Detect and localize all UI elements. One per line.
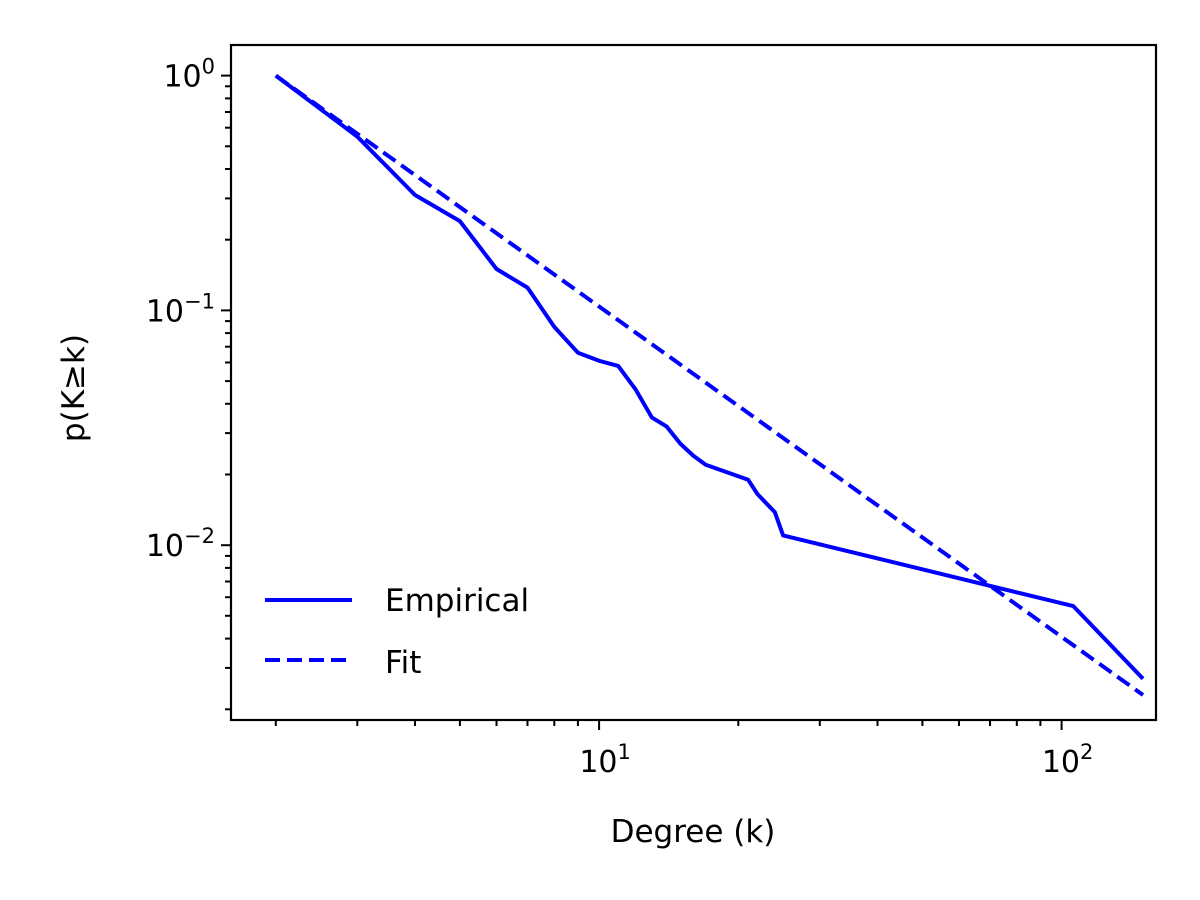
series-layer — [274, 73, 1145, 697]
y-tick-label: 10−1 — [146, 289, 215, 329]
y-tick-label: 100 — [163, 55, 215, 95]
x-axis-label: Degree (k) — [611, 814, 776, 850]
series-line-fit — [274, 73, 1145, 697]
x-tick-label: 101 — [579, 740, 631, 780]
x-tick-label: 102 — [1042, 740, 1094, 780]
y-axis-label: p(K≥k) — [56, 334, 92, 442]
legend: Empirical Fit — [265, 583, 529, 681]
legend-label-fit: Fit — [385, 645, 421, 681]
plot-frame — [229, 43, 1158, 722]
y-tick-label: 10−2 — [146, 524, 215, 564]
legend-label-empirical: Empirical — [385, 583, 529, 619]
tick-label-layer: 101 102 100 10−1 10−2 — [146, 55, 1094, 780]
series-line-empirical — [274, 73, 1145, 681]
